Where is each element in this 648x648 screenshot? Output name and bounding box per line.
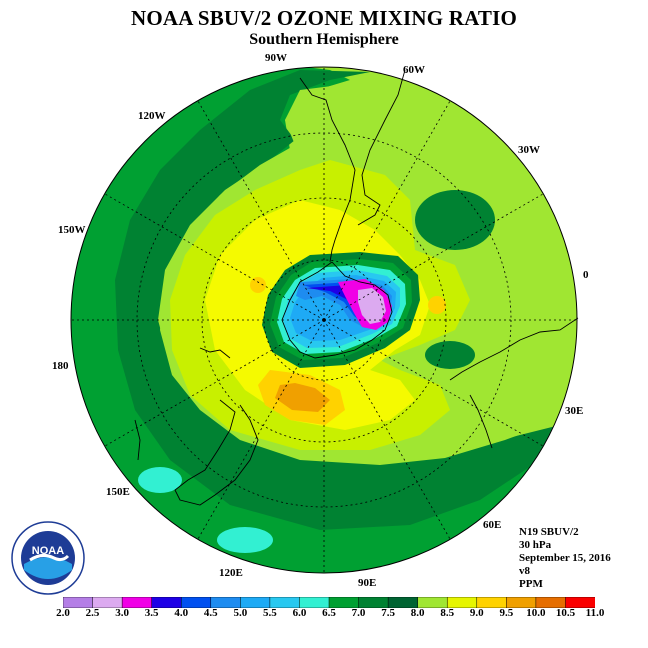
ozone-field	[71, 67, 577, 573]
coastlines	[134, 69, 579, 506]
ozone-7.0-band	[115, 70, 560, 530]
lon-label-120w: 120W	[138, 110, 166, 122]
lon-label-150w: 150W	[58, 224, 86, 236]
page-subtitle: Southern Hemisphere	[249, 31, 399, 48]
colorbar-tick-label: 10.0	[526, 607, 546, 619]
ozone-9.0-blob-west	[250, 277, 266, 293]
ozone-7.0-blob-ne	[415, 190, 495, 250]
colorbar-tick-label: 5.5	[263, 607, 277, 619]
info-units: PPM	[519, 578, 543, 590]
colorbar	[63, 597, 595, 608]
info-box: N19 SBUV/2 30 hPa September 15, 2016 v8 …	[519, 526, 611, 591]
colorbar-tick-label: 7.5	[381, 607, 395, 619]
new-zealand-coast	[199, 347, 231, 359]
australia-coast	[174, 399, 259, 506]
info-date: September 15, 2016	[519, 552, 611, 564]
meridian	[323, 100, 451, 321]
madagascar-coast	[469, 394, 493, 449]
colorbar-tick-label: 11.0	[585, 607, 605, 619]
colorbar-tick-label: 9.0	[469, 607, 484, 619]
colorbar-tick-label: 10.5	[555, 607, 576, 619]
colorbar-tick-label: 3.0	[115, 607, 129, 619]
ozone-9.0-blob-east	[428, 296, 446, 314]
colorbar-tick-label: 3.5	[144, 607, 159, 619]
lon-label-30e: 30E	[565, 405, 583, 417]
colorbar-tick-label: 6.0	[292, 607, 307, 619]
meridian	[197, 319, 325, 540]
lon-label-60e: 60E	[483, 519, 501, 531]
lon-label-120e: 120E	[219, 567, 243, 579]
ozone-6.0-patch-1	[138, 467, 182, 493]
south-america-coast	[299, 77, 356, 263]
noaa-logo: NOAA	[11, 521, 85, 595]
lon-label-0: 0	[583, 269, 589, 281]
colorbar-tick-label: 5.0	[233, 607, 248, 619]
ozone-6.0-patch-2	[217, 527, 273, 553]
colorbar-swatch	[565, 597, 595, 608]
colorbar-tick-label: 4.0	[174, 607, 189, 619]
lon-label-90e: 90E	[358, 577, 376, 589]
colorbar-tick-label: 8.5	[440, 607, 455, 619]
meridian	[323, 319, 544, 447]
page-title: NOAA SBUV/2 OZONE MIXING RATIO	[131, 6, 517, 30]
ozone-9.5-region	[275, 383, 330, 412]
colorbar-tick-label: 2.0	[56, 607, 70, 619]
antarctica-coast	[281, 261, 393, 359]
south-america-coast-east	[357, 69, 406, 226]
meridian	[197, 100, 325, 321]
noaa-logo-text: NOAA	[32, 545, 64, 557]
lon-label-150e: 150E	[106, 486, 130, 498]
meridian	[323, 319, 451, 540]
ozone-7.0-blob-e	[425, 341, 475, 369]
colorbar-tick-label: 6.5	[322, 607, 336, 619]
lon-label-30w: 30W	[518, 144, 540, 156]
colorbar-tick-label: 7.0	[351, 607, 366, 619]
lon-label-180: 180	[52, 360, 69, 372]
info-version: v8	[519, 565, 530, 577]
map-boundary	[70, 66, 578, 574]
info-level: 30 hPa	[519, 539, 552, 551]
vortex-2.5	[358, 288, 386, 324]
colorbar-tick-label: 2.5	[85, 607, 100, 619]
africa-coast	[449, 317, 579, 381]
longitude-labels: 90W 60W 30W 0 30E 60E 90E 120E 150E 180 …	[52, 52, 589, 589]
colorbar-tick-label: 8.0	[410, 607, 425, 619]
colorbar-tick-label: 4.5	[203, 607, 218, 619]
colorbar-tick-label: 9.5	[499, 607, 514, 619]
meridian	[104, 193, 325, 321]
info-instrument: N19 SBUV/2	[519, 526, 579, 538]
lon-label-60w: 60W	[403, 64, 425, 76]
lon-label-90w: 90W	[265, 52, 287, 64]
graticule	[71, 67, 577, 573]
indonesia-coast	[134, 419, 141, 461]
meridian	[104, 319, 325, 447]
meridian	[323, 193, 544, 321]
